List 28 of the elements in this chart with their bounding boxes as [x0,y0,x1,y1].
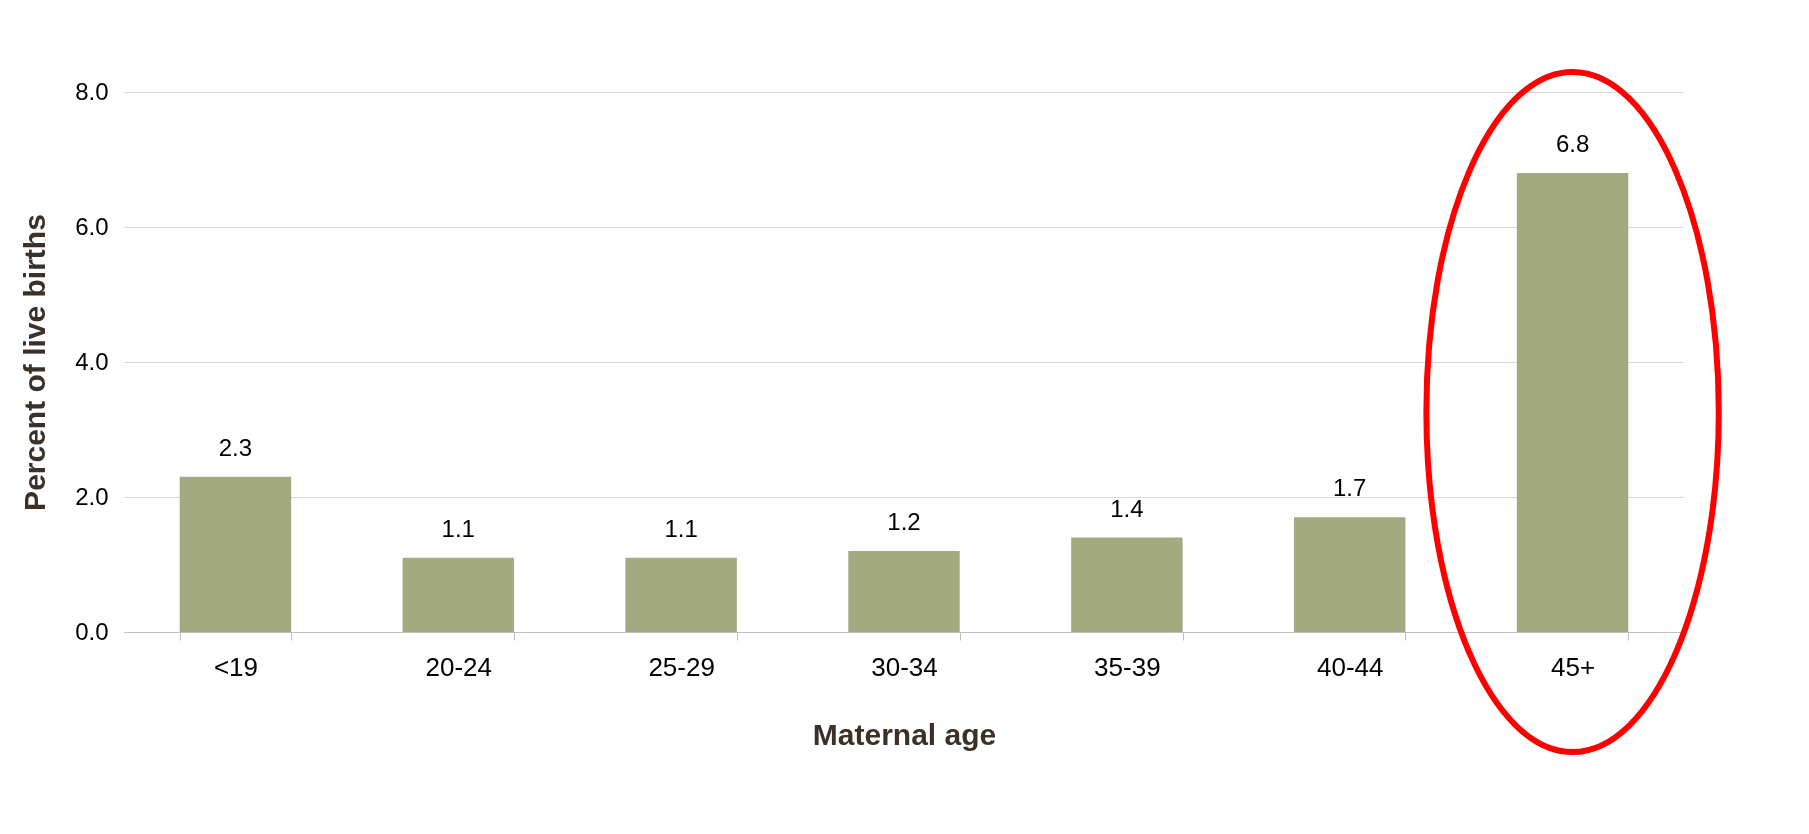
x-tick-label: 20-24 [425,651,493,682]
y-tick-label: 2.0 [75,482,109,510]
x-tick-label: 35-39 [1094,651,1161,682]
bar [625,557,737,632]
bar [1516,173,1629,632]
data-label: 1.7 [1333,474,1367,502]
bar [179,476,292,632]
y-tick-label: 6.0 [75,212,109,240]
data-label: 1.1 [664,514,698,542]
x-tick-label: 45+ [1551,651,1596,682]
data-label: 1.4 [1110,494,1144,522]
x-axis-title: Maternal age [812,717,997,751]
bar [848,551,960,632]
y-tick-label: 0.0 [75,617,109,645]
data-label: 6.8 [1555,130,1590,157]
bar [1071,537,1183,632]
y-tick-label: 4.0 [75,347,109,375]
x-tick-label: 40-44 [1316,651,1384,682]
x-tick-label: <19 [213,651,258,682]
y-tick-label: 8.0 [75,77,109,105]
bar [402,557,514,632]
data-label: 2.3 [218,433,253,461]
y-axis-title: Percent of live births [18,214,52,511]
x-tick-label: 25-29 [648,651,715,682]
data-label: 1.1 [441,514,475,542]
data-label: 1.2 [887,508,921,535]
bar [1294,517,1406,632]
x-tick-label: 30-34 [871,651,938,682]
